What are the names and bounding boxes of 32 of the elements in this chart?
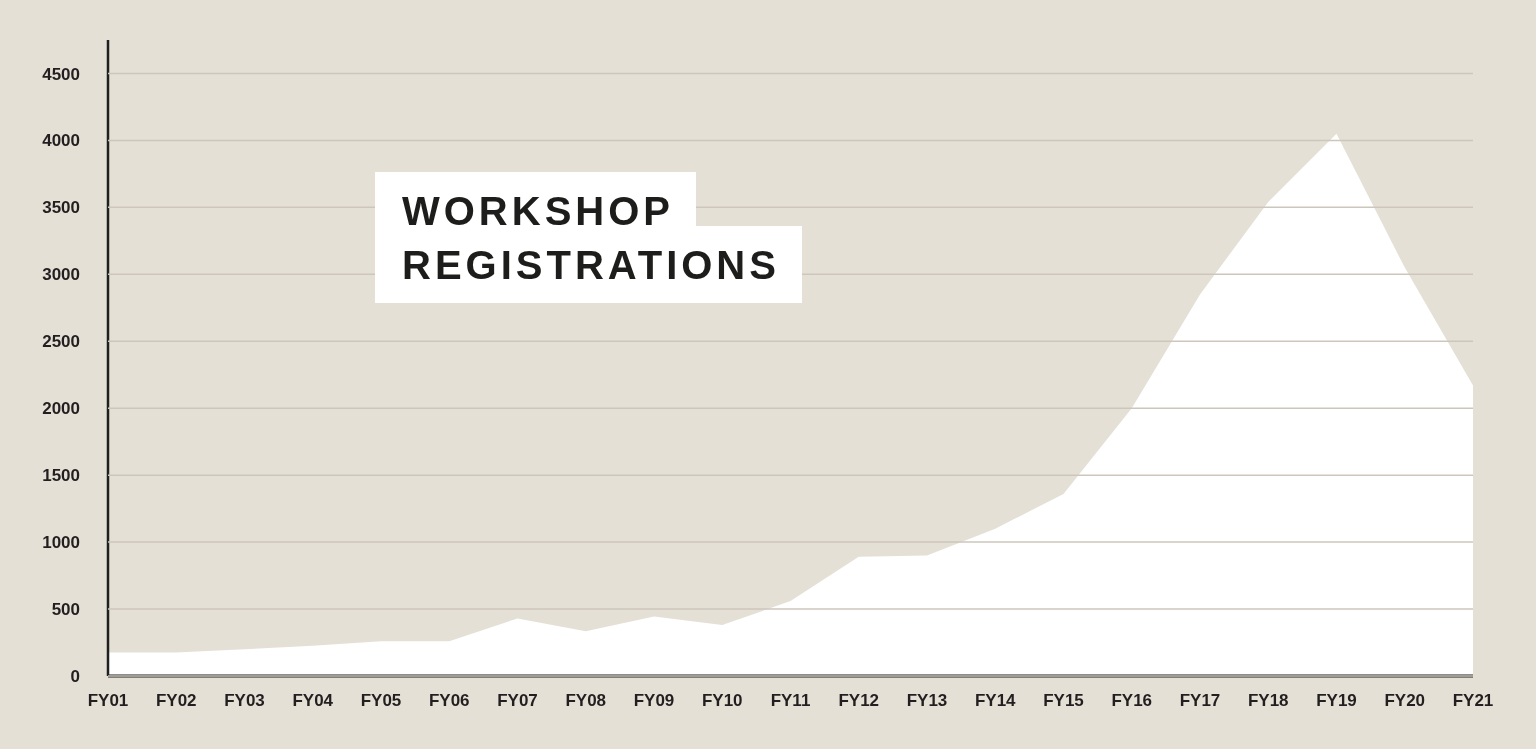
y-tick-label: 2500	[42, 332, 80, 352]
x-tick-label: FY08	[565, 691, 607, 711]
text: WORKSHOP REGISTRATIONS	[375, 172, 802, 303]
x-tick-label: FY20	[1384, 691, 1426, 711]
x-tick-label: FY05	[360, 691, 402, 711]
x-tick-label: FY04	[292, 691, 334, 711]
x-tick-label: FY13	[906, 691, 948, 711]
y-tick-label: 1500	[42, 466, 80, 486]
y-tick-label: 500	[51, 600, 80, 620]
y-tick-label: 0	[70, 667, 80, 687]
x-tick-label: FY01	[87, 691, 129, 711]
x-tick-label: FY11	[770, 691, 811, 711]
x-tick-label: FY10	[701, 691, 743, 711]
x-tick-label: FY03	[224, 691, 265, 711]
y-tick-label: 4000	[42, 131, 80, 151]
x-tick-label: FY02	[155, 691, 197, 711]
x-tick-label: FY12	[838, 691, 880, 711]
y-tick-label: 4500	[42, 64, 80, 84]
x-tick-label: FY21	[1452, 691, 1494, 711]
x-tick-label: FY14	[974, 691, 1017, 711]
x-tick-label: FY15	[1043, 691, 1084, 711]
x-tick-label: FY19	[1316, 691, 1357, 711]
y-tick-label: 3000	[42, 265, 80, 285]
y-tick-label: 2000	[42, 399, 80, 419]
x-tick-label: FY06	[428, 691, 470, 711]
x-tick-label: FY17	[1179, 691, 1221, 711]
y-tick-label: 1000	[42, 533, 80, 553]
x-tick-label: FY09	[633, 691, 675, 711]
x-tick-label: FY07	[497, 691, 538, 711]
x-tick-label: FY16	[1111, 691, 1153, 711]
y-tick-label: 3500	[42, 198, 80, 218]
x-tick-label: FY18	[1247, 691, 1289, 711]
